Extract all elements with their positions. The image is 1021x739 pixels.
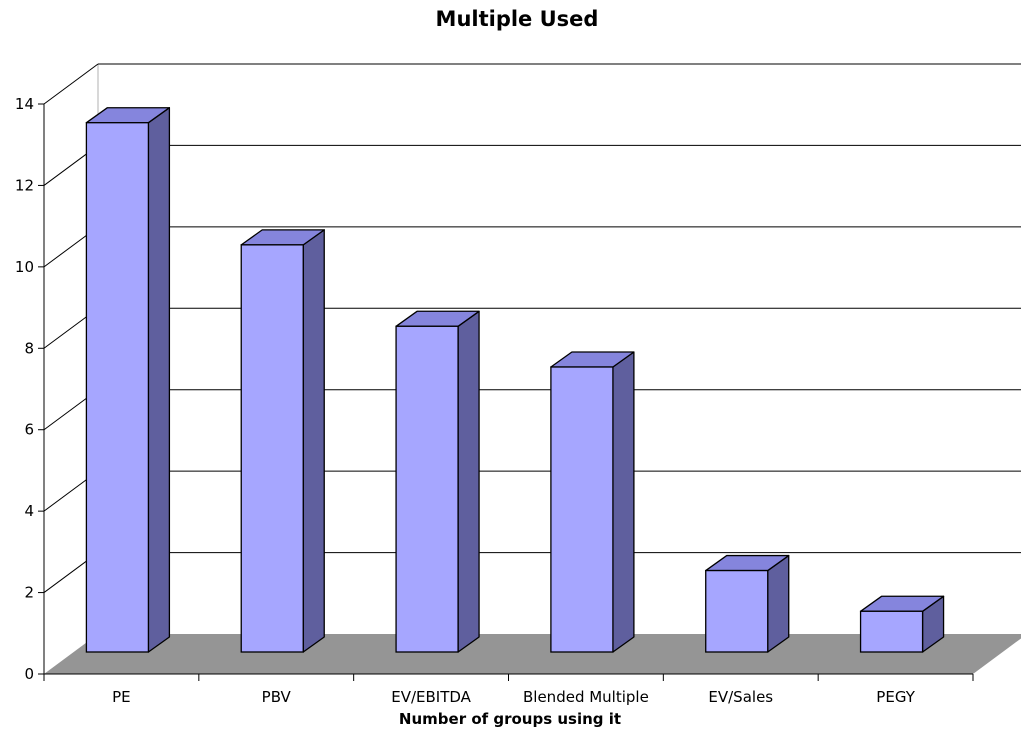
bar [550,351,635,653]
bar [395,310,480,653]
bar [705,554,790,653]
y-tick-label: 10 [15,258,34,276]
bar-front-face [705,569,769,653]
x-tick-label: EV/Sales [708,688,773,706]
bar [85,107,171,653]
y-tick-label: 0 [24,665,34,683]
bar-front-face [240,244,304,653]
y-tick-label: 8 [24,339,34,357]
bar-side-face [302,229,325,653]
bar-front-face [550,366,614,653]
x-tick-label: Blended Multiple [523,688,649,706]
bar-front-face [85,122,150,653]
x-tick-label: PBV [262,688,292,706]
x-tick-label: PE [112,688,131,706]
y-tick-label: 2 [24,584,34,602]
bar-side-face [147,107,171,653]
bar [240,229,325,653]
bar-front-face [395,325,459,653]
x-tick-label: PEGY [876,688,915,706]
chart-title: Multiple Used [436,7,599,31]
y-tick-label: 14 [15,95,34,113]
y-axis: 0 2 4 6 8 10 12 14 [15,95,45,683]
y-tick-label: 6 [24,421,34,439]
gridlines [43,63,1021,593]
gridline-diagonal [43,63,99,105]
bar [859,595,945,653]
x-axis: PE PBV EV/EBITDA Blended Multiple EV/Sales PE… [43,673,974,706]
bar-side-face [457,310,480,653]
bar-side-face [767,554,790,653]
x-tick-label: EV/EBITDA [391,688,471,706]
x-axis-title: Number of groups using it [399,710,621,728]
bar-series [85,107,945,653]
bar-side-face [612,351,635,653]
y-tick-label: 4 [24,502,34,520]
y-tick-label: 12 [15,176,34,194]
bar-front-face [859,610,924,653]
